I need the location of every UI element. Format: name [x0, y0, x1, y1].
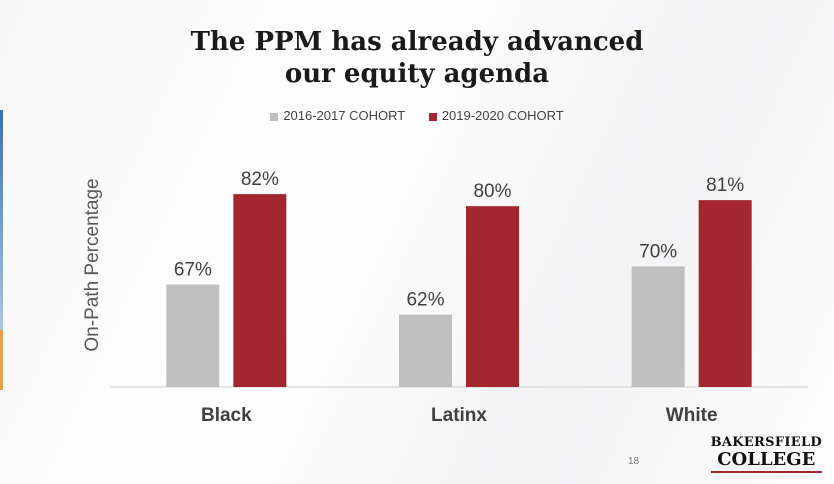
bar-white-series-1	[631, 266, 685, 387]
college-logo: BAKERSFIELD COLLEGE	[710, 435, 822, 473]
legend-swatch-series-2	[428, 112, 437, 121]
data-label-white-series-1: 70%	[639, 241, 677, 262]
legend-item-series-1: 2016-2017 COHORT	[270, 108, 405, 123]
bar-black-series-1	[166, 284, 220, 387]
legend-item-series-2: 2019-2020 COHORT	[428, 108, 564, 123]
data-label-black-series-1: 67%	[174, 260, 212, 281]
legend-label-series-2: 2019-2020 COHORT	[441, 108, 564, 123]
x-tick-label-black: Black	[201, 405, 252, 426]
data-label-latinx-series-2: 80%	[473, 181, 511, 202]
left-edge-accent	[0, 110, 3, 380]
bars-group: 67% 82% Black 62% 80% Latinx 70% 81% White	[166, 169, 752, 426]
bar-latinx-series-1	[399, 314, 452, 387]
chart-legend: 2016-2017 COHORT 2019-2020 COHORT	[0, 108, 834, 123]
logo-underline	[710, 471, 822, 473]
data-label-white-series-2: 81%	[706, 175, 744, 196]
legend-swatch-series-1	[270, 112, 279, 121]
bar-latinx-series-2	[466, 206, 519, 387]
logo-line-2: COLLEGE	[717, 449, 816, 470]
bar-white-series-2	[698, 200, 752, 387]
left-edge-accent-bottom	[0, 330, 3, 390]
page-number: 18	[628, 456, 640, 467]
slide-title: The PPM has already advanced our equity …	[0, 26, 834, 90]
y-axis-label: On-Path Percentage	[82, 178, 103, 351]
bar-black-series-2	[233, 194, 287, 387]
x-tick-label-white: White	[666, 405, 718, 426]
title-line-1: The PPM has already advanced	[190, 27, 644, 57]
logo-line-1: BAKERSFIELD	[710, 435, 822, 450]
data-label-latinx-series-1: 62%	[406, 290, 444, 311]
legend-label-series-1: 2016-2017 COHORT	[283, 108, 406, 123]
x-tick-label-latinx: Latinx	[431, 405, 487, 426]
data-label-black-series-2: 82%	[241, 169, 279, 190]
title-line-2: our equity agenda	[284, 59, 550, 89]
